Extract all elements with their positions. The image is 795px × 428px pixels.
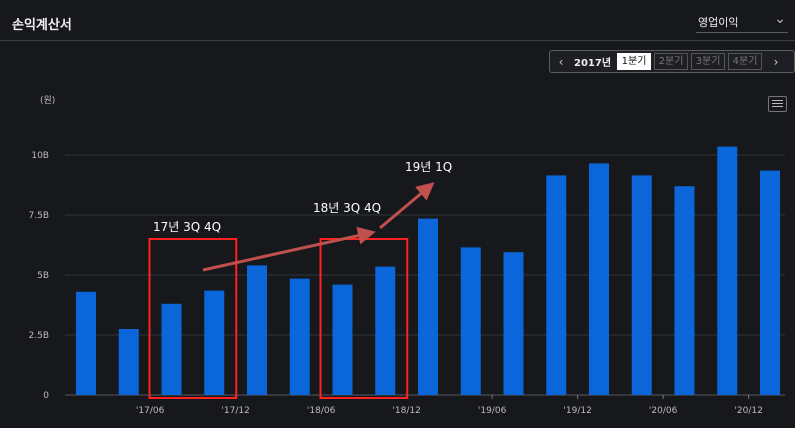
x-tick-label: '20/06 bbox=[649, 406, 678, 416]
bar bbox=[631, 175, 652, 395]
bar bbox=[289, 278, 310, 395]
quarter-tab-q1[interactable]: 1분기 bbox=[617, 53, 652, 70]
trend-arrow bbox=[379, 182, 435, 230]
quarter-tab-q3[interactable]: 3분기 bbox=[691, 53, 726, 70]
bar bbox=[332, 284, 353, 395]
x-tick-label: '19/12 bbox=[563, 406, 591, 416]
x-tick-label: '19/06 bbox=[478, 406, 507, 416]
hamburger-menu-icon[interactable] bbox=[768, 96, 787, 112]
header-divider bbox=[0, 40, 795, 41]
annotation-label: 17년 3Q 4Q bbox=[153, 220, 221, 234]
trend-arrow bbox=[202, 226, 376, 272]
x-tick-label: '18/06 bbox=[307, 406, 336, 416]
metric-select-value: 영업이익 bbox=[698, 16, 739, 29]
y-tick-label: 2.5B bbox=[29, 331, 50, 341]
x-tick-label: '17/06 bbox=[136, 406, 165, 416]
y-tick-label: 0 bbox=[43, 391, 49, 401]
annotation-label: 19년 1Q bbox=[405, 160, 452, 174]
bar bbox=[247, 265, 267, 395]
page-title: 손익계산서 bbox=[12, 18, 72, 33]
y-unit-label: (원) bbox=[40, 95, 55, 106]
bar bbox=[717, 146, 738, 395]
x-tick-label: '20/12 bbox=[734, 406, 762, 416]
bar bbox=[204, 290, 225, 395]
period-year: 2017년 bbox=[574, 58, 612, 69]
bar bbox=[418, 218, 438, 395]
bar bbox=[76, 291, 96, 395]
bar bbox=[460, 247, 481, 395]
bar bbox=[118, 329, 139, 395]
bar bbox=[760, 170, 780, 395]
bar bbox=[674, 186, 695, 395]
bar bbox=[161, 303, 182, 395]
quarter-tab-q4[interactable]: 4분기 bbox=[728, 53, 763, 70]
chevron-down-icon: ⌄ bbox=[774, 11, 786, 27]
x-tick-label: '17/12 bbox=[221, 406, 249, 416]
quarter-tab-q2[interactable]: 2분기 bbox=[654, 53, 689, 70]
annotation-label: 18년 3Q 4Q bbox=[313, 201, 381, 215]
highlight-box bbox=[148, 238, 238, 399]
x-tick-label: '18/12 bbox=[392, 406, 420, 416]
y-tick-label: 10B bbox=[31, 151, 49, 161]
bar bbox=[503, 252, 524, 395]
chevron-left-icon[interactable]: ‹ bbox=[558, 54, 564, 69]
chevron-right-icon[interactable]: › bbox=[773, 54, 779, 69]
y-tick-label: 7.5B bbox=[29, 211, 50, 221]
y-tick-label: 5B bbox=[37, 271, 49, 281]
period-navigator: ‹ 2017년 1분기 2분기 3분기 4분기 › bbox=[549, 50, 795, 73]
bar bbox=[375, 266, 396, 395]
bar bbox=[546, 175, 567, 395]
bar bbox=[589, 163, 609, 395]
metric-select[interactable]: 영업이익 ⌄ bbox=[696, 10, 788, 33]
